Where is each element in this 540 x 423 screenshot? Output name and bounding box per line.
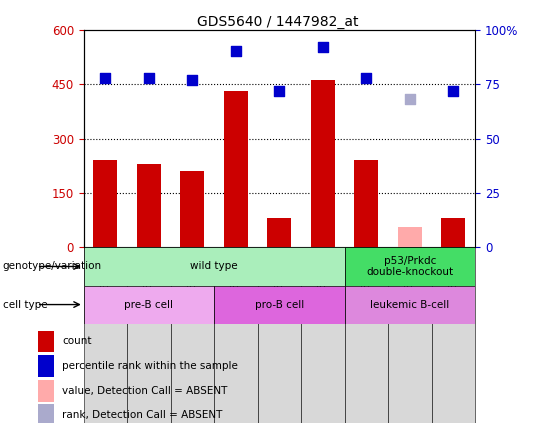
Text: GDS5640 / 1447982_at: GDS5640 / 1447982_at [197,15,359,29]
Bar [431,247,475,423]
Text: leukemic B-cell: leukemic B-cell [370,299,450,310]
Point [449,87,458,94]
Text: rank, Detection Call = ABSENT: rank, Detection Call = ABSENT [62,410,222,420]
Bar [171,247,214,423]
Point [188,76,197,83]
Bar [38,404,54,423]
Bar [84,247,127,423]
Point [406,96,414,103]
Bar [180,171,205,247]
Bar [224,91,248,247]
Point [145,74,153,81]
Bar [38,330,54,352]
Bar [84,286,214,324]
Point [275,87,284,94]
Bar [345,247,475,286]
Text: p53/Prkdc
double-knockout: p53/Prkdc double-knockout [366,255,454,277]
Bar [38,380,54,402]
Point [101,74,110,81]
Text: pre-B cell: pre-B cell [124,299,173,310]
Bar [127,247,171,423]
Point [362,74,371,81]
Bar [84,247,345,286]
Bar [214,286,345,324]
Text: count: count [62,336,92,346]
Bar [267,218,292,247]
Bar [388,247,431,423]
Bar [301,247,345,423]
Bar [354,160,379,247]
Point [232,48,240,55]
Bar [345,286,475,324]
Bar [137,164,161,247]
Bar [442,218,465,247]
Bar [258,247,301,423]
Text: cell type: cell type [3,299,48,310]
Text: pro-B cell: pro-B cell [255,299,304,310]
Bar [398,228,422,247]
Text: wild type: wild type [191,261,238,272]
Bar [311,80,335,247]
Text: value, Detection Call = ABSENT: value, Detection Call = ABSENT [62,386,227,396]
Bar [38,355,54,377]
Text: percentile rank within the sample: percentile rank within the sample [62,361,238,371]
Point [319,44,327,50]
Bar [93,160,117,247]
Bar [345,247,388,423]
Text: genotype/variation: genotype/variation [3,261,102,272]
Bar [214,247,258,423]
